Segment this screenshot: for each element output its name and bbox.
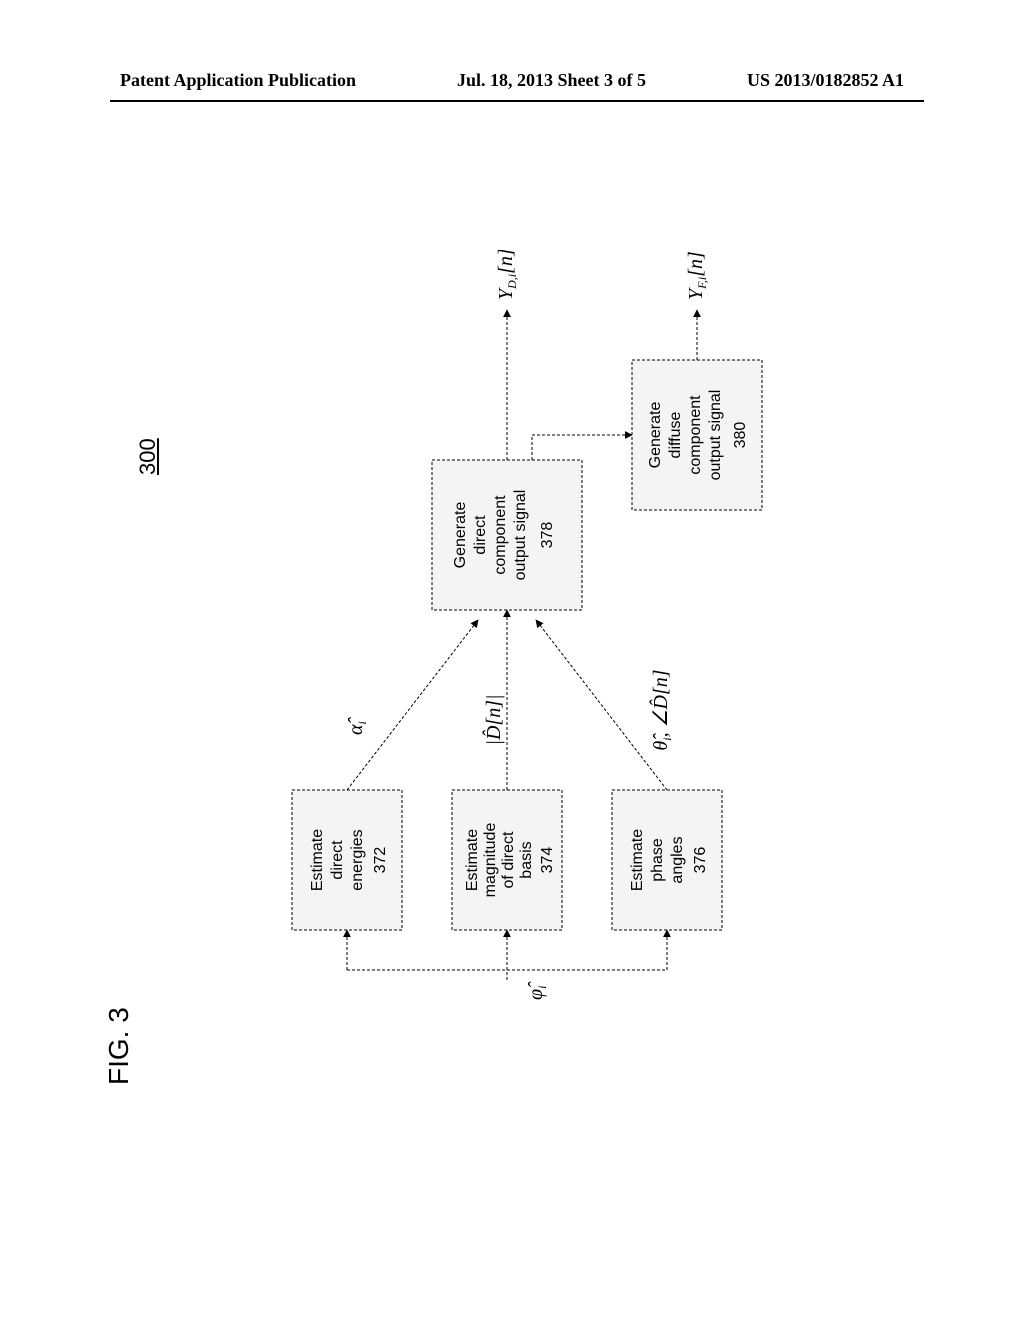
b374-out: |D̂[n]| <box>482 694 505 745</box>
b380-out: YF,i[n] <box>685 251 709 300</box>
b378-out: YD,i[n] <box>495 250 519 300</box>
header-rule <box>110 100 924 102</box>
b372-l3: energies <box>349 829 366 890</box>
b374-l3: of direct <box>500 831 517 888</box>
b380-l3: component <box>687 395 704 475</box>
b376-l1: Estimate <box>629 829 646 891</box>
b378-l3: component <box>492 495 509 575</box>
b374-l1: Estimate <box>464 829 481 891</box>
b374-l2: magnitude <box>482 823 499 898</box>
b374-l4: basis <box>518 841 535 878</box>
b378-l1: Generate <box>452 502 469 569</box>
b376-l2: phase <box>649 838 666 882</box>
b378-num: 378 <box>539 522 556 549</box>
b380-l4: output signal <box>707 390 724 481</box>
header-right: US 2013/0182852 A1 <box>747 70 904 91</box>
b374-num: 374 <box>539 847 556 874</box>
b376-out: θ̂i, ∠D̂[n] <box>649 669 674 750</box>
header-left: Patent Application Publication <box>120 70 356 91</box>
b372-l1: Estimate <box>309 829 326 891</box>
b378-l4: output signal <box>512 490 529 581</box>
b372-out: α̂i <box>345 717 369 735</box>
b380-l2: diffuse <box>667 411 684 458</box>
flowchart-diagram: φ̂i Estimate direct energies 372 α̂i Est… <box>232 250 792 1070</box>
b376-num: 376 <box>692 847 709 874</box>
b376-l3: angles <box>669 836 686 883</box>
figure-label: FIG. 3 <box>103 1007 135 1085</box>
b372-num: 372 <box>372 847 389 874</box>
b380-num: 380 <box>732 422 749 449</box>
b378-l2: direct <box>472 515 489 555</box>
figure-reference-number: 300 <box>135 438 161 475</box>
input-label: φ̂i <box>525 981 549 1000</box>
header-center: Jul. 18, 2013 Sheet 3 of 5 <box>457 70 646 91</box>
b372-l2: direct <box>329 840 346 880</box>
b380-l1: Generate <box>647 402 664 469</box>
